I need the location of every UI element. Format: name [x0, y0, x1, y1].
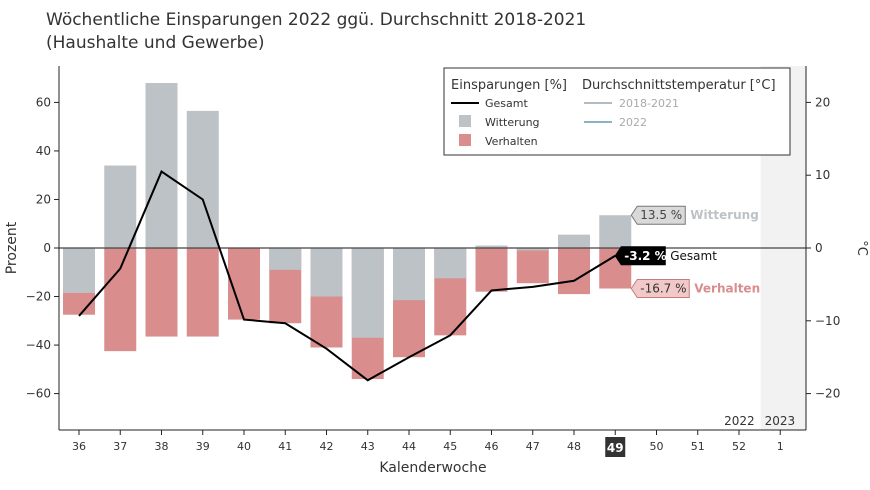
bar-verhalten	[475, 248, 508, 292]
y2-tick-label: 0	[815, 241, 823, 255]
y-tick-label: −20	[26, 290, 51, 304]
bar-witterung	[434, 248, 467, 279]
y-tick-label: −60	[26, 387, 51, 401]
annotation-value: -3.2 %	[624, 249, 666, 263]
x-axis-title: Kalenderwoche	[379, 460, 486, 476]
legend-title-einsparungen: Einsparungen [%]	[451, 78, 567, 93]
y-tick-label: 40	[36, 144, 51, 158]
annotation-box	[614, 246, 666, 266]
y2-axis-title: °C	[854, 240, 869, 256]
y-tick-label: −40	[26, 338, 51, 352]
bar-verhalten	[516, 248, 549, 284]
x-tick-label: 43	[361, 440, 375, 453]
x-tick-label: 37	[113, 440, 127, 453]
x-tick-label: 44	[402, 440, 416, 453]
chart-title: Wöchentliche Einsparungen 2022 ggü. Durc…	[46, 9, 586, 55]
bar-witterung	[63, 248, 95, 293]
x-tick-label: 45	[443, 440, 457, 453]
legend-item-label: Verhalten	[485, 135, 538, 148]
x-tick-label: 48	[567, 440, 581, 453]
bar-witterung	[310, 248, 343, 297]
legend-swatch-box	[459, 115, 471, 127]
x-tick-label: 1	[777, 440, 784, 453]
bar-witterung	[558, 234, 590, 248]
x-tick-label: 52	[732, 440, 746, 453]
bar-witterung	[599, 215, 632, 248]
x-tick-label: 46	[485, 440, 499, 453]
x-tick-label: 40	[237, 440, 251, 453]
y-tick-label: 60	[36, 95, 51, 109]
bar-witterung	[104, 165, 137, 248]
bar-witterung	[186, 110, 219, 248]
bar-verhalten	[145, 248, 178, 337]
legend-item-label: Witterung	[485, 116, 540, 129]
bar-verhalten	[558, 248, 590, 295]
x-tick-label: 49	[607, 441, 624, 455]
y2-tick-label: 20	[815, 95, 830, 109]
chart-title-line1: Wöchentliche Einsparungen 2022 ggü. Durc…	[46, 10, 587, 30]
bar-witterung	[393, 248, 425, 301]
annotation-label: Gesamt	[670, 249, 717, 263]
chart-title-line2: (Haushalte und Gewerbe)	[46, 33, 265, 53]
bar-witterung	[145, 82, 178, 248]
y-axis-title: Prozent	[4, 221, 20, 274]
y2-tick-label: −20	[815, 387, 840, 401]
bar-witterung	[269, 248, 302, 270]
y-tick-label: 0	[43, 241, 51, 255]
x-tick-label: 47	[526, 440, 540, 453]
bar-witterung	[516, 248, 549, 251]
y2-tick-label: −10	[815, 314, 840, 328]
year-label: 2022	[724, 414, 755, 428]
bar-verhalten	[186, 248, 219, 337]
annotation-box	[630, 205, 686, 225]
x-tick-label: 42	[320, 440, 334, 453]
y2-tick-label: 10	[815, 168, 830, 182]
legend-item-label: Gesamt	[485, 97, 528, 110]
legend-swatch-box	[459, 134, 471, 146]
annotation-box	[630, 279, 690, 299]
y-tick-label: 20	[36, 192, 51, 206]
bar-verhalten	[104, 248, 137, 352]
annotation-label: Witterung	[690, 208, 759, 222]
bar-witterung	[351, 248, 384, 338]
x-tick-label: 36	[72, 440, 86, 453]
bar-witterung	[475, 245, 508, 248]
x-tick-label: 38	[155, 440, 169, 453]
x-tick-highlight	[605, 437, 626, 457]
x-tick-label: 39	[196, 440, 210, 453]
annotation-value: -16.7 %	[640, 282, 686, 296]
x-tick-label: 50	[650, 440, 664, 453]
legend-temp-label: 2022	[619, 116, 647, 129]
annotation-value: 13.5 %	[640, 208, 682, 222]
legend-title-temperatur: Durchschnittstemperatur [°C]	[582, 78, 776, 93]
line-gesamt	[78, 170, 616, 382]
x-tick-label: 41	[278, 440, 292, 453]
bar-verhalten	[228, 248, 260, 320]
legend-box	[443, 67, 791, 156]
x-tick-label: 51	[691, 440, 705, 453]
legend-temp-label: 2018-2021	[619, 97, 679, 110]
annotation-label: Verhalten	[694, 282, 760, 296]
year-label: 2023	[765, 414, 796, 428]
